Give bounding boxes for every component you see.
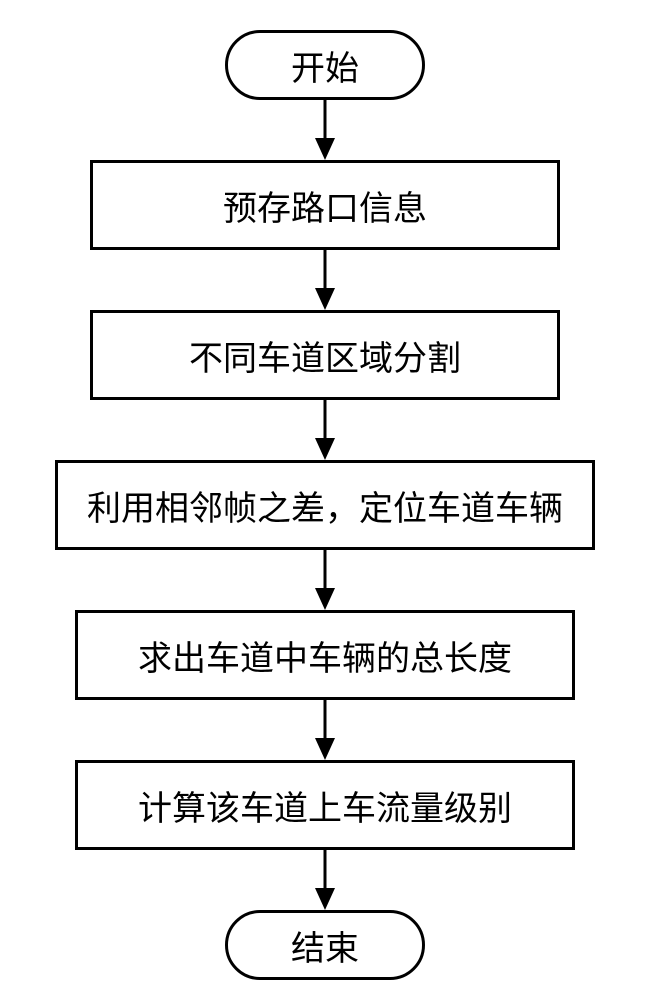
terminator-end-label: 结束 — [291, 921, 359, 970]
process-step-2: 不同车道区域分割 — [90, 310, 560, 400]
terminator-start-label: 开始 — [291, 41, 359, 90]
process-step-4-label: 求出车道中车辆的总长度 — [138, 631, 512, 680]
process-step-3-label: 利用相邻帧之差，定位车道车辆 — [87, 481, 563, 530]
flowchart-canvas: 开始 预存路口信息 不同车道区域分割 利用相邻帧之差，定位车道车辆 求出车道中车… — [0, 0, 648, 1000]
terminator-start: 开始 — [225, 30, 425, 100]
process-step-5-label: 计算该车道上车流量级别 — [138, 781, 512, 830]
process-step-4: 求出车道中车辆的总长度 — [75, 610, 575, 700]
process-step-2-label: 不同车道区域分割 — [189, 331, 461, 380]
process-step-3: 利用相邻帧之差，定位车道车辆 — [55, 460, 595, 550]
terminator-end: 结束 — [225, 910, 425, 980]
process-step-5: 计算该车道上车流量级别 — [75, 760, 575, 850]
process-step-1-label: 预存路口信息 — [223, 181, 427, 230]
process-step-1: 预存路口信息 — [90, 160, 560, 250]
